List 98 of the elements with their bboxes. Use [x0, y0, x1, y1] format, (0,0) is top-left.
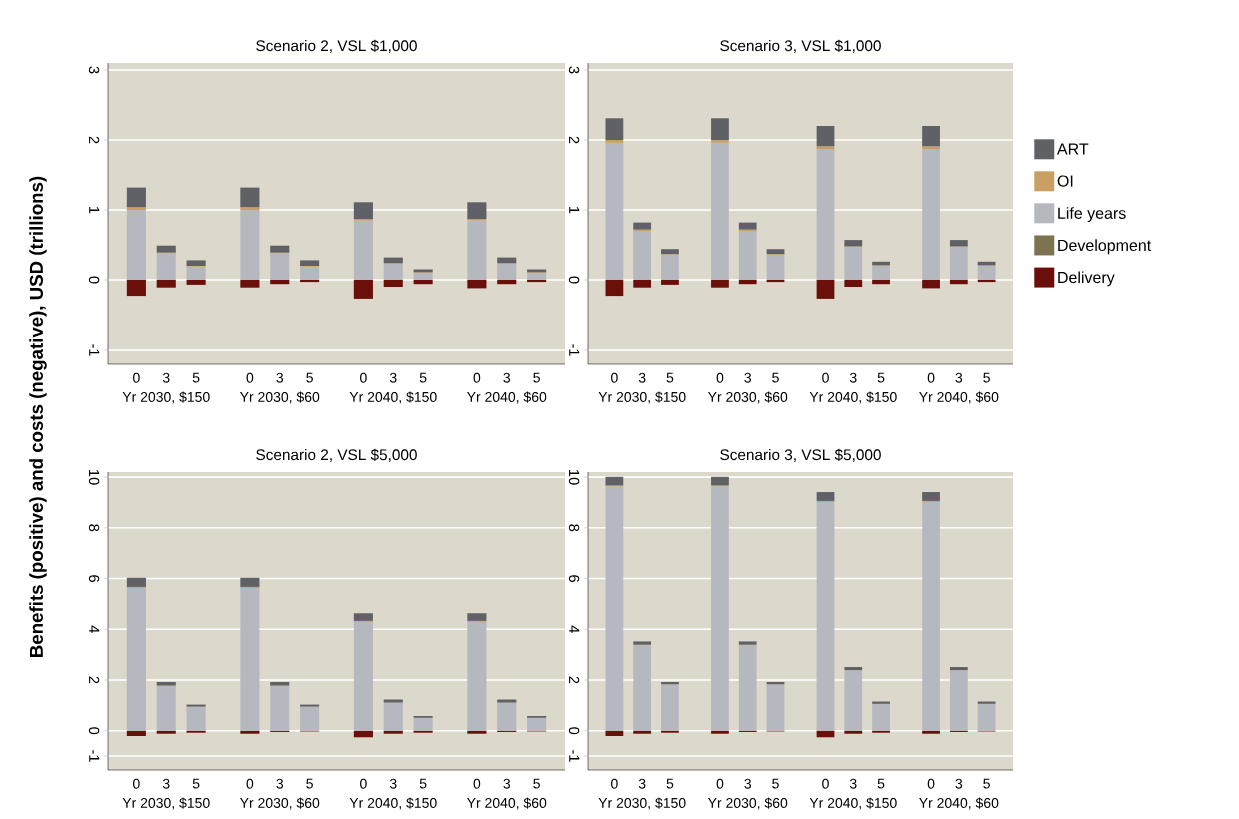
y-tick-label: 4 [89, 625, 100, 633]
x-tick-label: 5 [983, 372, 990, 383]
x-tick-label: 5 [666, 778, 674, 789]
x-tick-label: 0 [611, 372, 618, 383]
y-tick-label: -1 [569, 750, 580, 762]
text: Yr 2040, $60 [466, 797, 547, 810]
x-tick-label: 3 [276, 778, 284, 789]
y-tick-label: 3 [88, 66, 100, 74]
x-tick-label: 3 [162, 778, 170, 789]
x-tick-label: 3 [503, 372, 511, 383]
text: Yr 2030, $60 [239, 797, 320, 810]
y-tick-label: -1 [89, 750, 100, 762]
x-tick-label: 5 [192, 778, 200, 789]
x-tick-label: 3 [744, 372, 752, 383]
y-tick-label: 0 [568, 276, 580, 284]
y-tick-label: 2 [89, 136, 100, 144]
text: Yr 2030, $60 [707, 797, 788, 810]
y-tick-label: -1 [569, 344, 580, 356]
y-tick-label: 8 [568, 524, 580, 532]
y-tick-label: 8 [88, 524, 100, 532]
x-tick-label: 5 [533, 372, 540, 383]
y-tick-label: 10 [568, 470, 580, 485]
x-tick-label: 5 [666, 372, 674, 383]
chart-title: Scenario 2, VSL $1,000 [256, 39, 417, 53]
x-tick-label: 5 [772, 372, 779, 383]
text: Yr 2030, $60 [707, 391, 788, 404]
x-tick-label: 3 [849, 778, 857, 789]
y-axis-title: Benefits (positive) and costs (negative), USD (trillions) [29, 176, 47, 657]
x-tick-label: 5 [772, 778, 779, 789]
x-tick-label: 0 [246, 778, 254, 789]
x-tick-label: 0 [822, 372, 829, 383]
x-tick-label: 5 [533, 778, 540, 789]
x-tick-label: 0 [133, 372, 140, 383]
y-tick-label: 3 [568, 66, 580, 74]
x-tick-label: 0 [716, 778, 724, 789]
x-tick-label: 3 [638, 372, 646, 383]
y-tick-label: 6 [88, 575, 100, 582]
text: Yr 2040, $60 [466, 391, 547, 404]
legend-label: Development [1058, 239, 1152, 255]
x-tick-label: 5 [983, 778, 990, 789]
x-tick-label: 5 [877, 778, 885, 789]
text: Yr 2030, $60 [239, 391, 320, 404]
text: Yr 2040, $60 [919, 391, 999, 404]
y-tick-label: 0 [88, 727, 100, 735]
legend-label: ART [1056, 143, 1089, 155]
x-tick-label: 0 [473, 778, 481, 789]
x-tick-label: 5 [877, 372, 885, 383]
x-tick-label: 0 [360, 372, 367, 383]
y-tick-label: 0 [88, 276, 100, 284]
x-tick-label: 5 [419, 372, 427, 383]
x-tick-label: 3 [503, 778, 511, 789]
text: Yr 2030, $150 [598, 391, 686, 404]
chart-title: Scenario 3, VSL $1,000 [720, 39, 881, 53]
x-tick-label: 5 [306, 778, 313, 789]
x-tick-label: 3 [276, 372, 284, 383]
legend-label: OI [1057, 175, 1073, 187]
x-tick-label: 0 [246, 372, 254, 383]
x-tick-label: 3 [638, 778, 646, 789]
y-tick-label: 1 [89, 207, 100, 214]
legend-label: Life years [1058, 207, 1126, 223]
text: Yr 2040, $150 [809, 391, 897, 404]
x-tick-label: 0 [927, 778, 935, 789]
chart-title: Scenario 3, VSL $5,000 [720, 448, 881, 462]
text: Yr 2040, $150 [349, 797, 437, 810]
text: Yr 2030, $150 [598, 797, 686, 810]
y-tick-label: 2 [89, 676, 100, 684]
text: Yr 2040, $150 [349, 391, 437, 404]
x-tick-label: 5 [192, 372, 200, 383]
x-tick-label: 5 [306, 372, 313, 383]
x-tick-label: 0 [360, 778, 367, 789]
x-tick-label: 5 [419, 778, 427, 789]
y-tick-label: -1 [89, 344, 100, 356]
y-tick-label: 10 [88, 470, 100, 485]
x-tick-label: 0 [133, 778, 140, 789]
text: Yr 2030, $150 [122, 391, 210, 404]
y-tick-label: 2 [569, 676, 580, 684]
x-tick-label: 3 [389, 372, 397, 383]
legend-label: Delivery [1058, 271, 1115, 287]
x-tick-label: 0 [473, 372, 481, 383]
x-tick-label: 3 [162, 372, 170, 383]
chart-title: Scenario 2, VSL $5,000 [256, 448, 417, 462]
x-tick-label: 3 [744, 778, 752, 789]
x-tick-label: 3 [389, 778, 397, 789]
x-tick-label: 3 [955, 778, 963, 789]
x-tick-label: 0 [716, 372, 724, 383]
x-tick-label: 3 [955, 372, 963, 383]
y-tick-label: 4 [569, 625, 580, 633]
x-tick-label: 0 [822, 778, 829, 789]
text: Yr 2030, $150 [122, 797, 210, 810]
text: Yr 2040, $150 [809, 797, 897, 810]
text: Yr 2040, $60 [919, 797, 999, 810]
y-tick-label: 6 [568, 575, 580, 582]
y-tick-label: 1 [569, 207, 580, 214]
y-tick-label: 0 [568, 727, 580, 735]
x-tick-label: 0 [611, 778, 618, 789]
x-tick-label: 3 [849, 372, 857, 383]
y-tick-label: 2 [569, 136, 580, 144]
x-tick-label: 0 [927, 372, 935, 383]
